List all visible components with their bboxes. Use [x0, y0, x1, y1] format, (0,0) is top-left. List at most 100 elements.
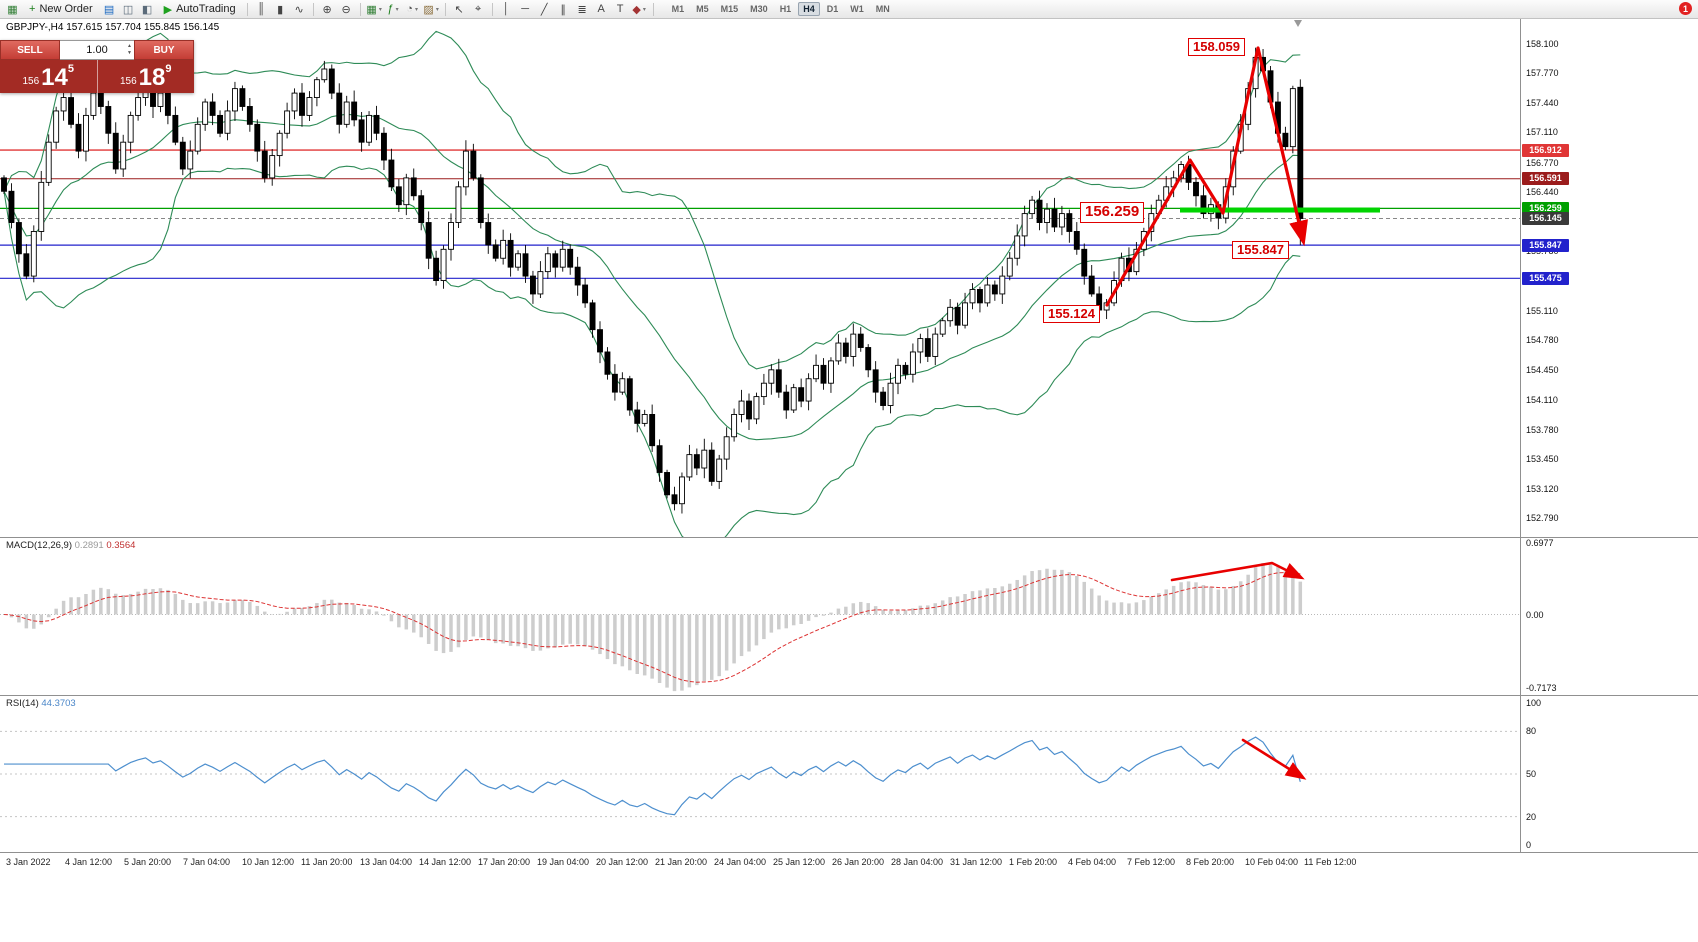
rsi-value: 44.3703 [41, 698, 76, 709]
price-tick: 155.110 [1526, 305, 1558, 316]
price-chart-canvas[interactable] [0, 18, 1520, 537]
candles-mode-icon[interactable]: ▮ [277, 3, 284, 16]
timeframe-m30-button[interactable]: M30 [745, 2, 773, 16]
volume-up-icon[interactable]: ▲ [127, 43, 132, 49]
macd-chart-canvas[interactable] [0, 537, 1520, 695]
chevron-down-icon: ▾ [378, 6, 382, 13]
rsi-pane-separator[interactable] [0, 695, 1698, 696]
cursor-icon[interactable]: ↖ [454, 3, 464, 16]
line-mode-icon[interactable]: ∿ [294, 3, 304, 16]
sell-price[interactable]: 156 14 5 [0, 60, 97, 93]
timeframe-m15-button[interactable]: M15 [716, 2, 744, 16]
timeframe-h1-button[interactable]: H1 [775, 2, 797, 16]
new-order-button[interactable]: + New Order [22, 1, 100, 17]
crosshair-icon[interactable]: ⌖ [475, 2, 482, 15]
rsi-axis-value: 0 [1526, 840, 1532, 850]
volume-field[interactable]: 1.00 ▲ ▼ [60, 40, 134, 60]
timeframe-m1-button[interactable]: M1 [667, 2, 690, 16]
price-tick: 157.770 [1526, 68, 1559, 79]
plus-icon: + [29, 3, 36, 15]
autotrading-button-label: AutoTrading [176, 3, 236, 15]
bollinger-middle-band [3, 113, 1301, 441]
new-chart-icon[interactable]: ▦ [7, 3, 18, 16]
label-icon[interactable]: T [616, 3, 624, 15]
price-tick: 156.440 [1526, 187, 1559, 198]
trendline-icon[interactable]: ╱ [540, 3, 548, 16]
channel-icon[interactable]: ∥ [560, 3, 566, 16]
support-zone-line[interactable] [1180, 207, 1380, 213]
sell-price-main: 14 [41, 64, 68, 91]
timeframe-h4-button[interactable]: H4 [798, 2, 820, 16]
market-watch-icon[interactable]: ◫ [122, 3, 134, 16]
price-annotation[interactable]: 156.259 [1080, 202, 1145, 223]
navigator-icon[interactable]: ◧ [141, 3, 153, 16]
toolbar-separator [652, 2, 654, 16]
price-annotation[interactable]: 155.124 [1043, 305, 1100, 324]
chart-shift-marker[interactable] [1294, 20, 1302, 27]
timeframe-toolbar: M1 M5 M15 M30 H1 H4 D1 W1 MN [666, 2, 896, 16]
profiles-icon[interactable]: ▤ [103, 3, 115, 16]
new-order-button-label: New Order [39, 3, 93, 15]
price-level-badge: 155.475 [1522, 271, 1569, 285]
templates-icon[interactable]: ▨ ▾ [423, 3, 439, 16]
time-label: 8 Feb 20:00 [1186, 857, 1235, 867]
time-label: 7 Feb 12:00 [1127, 857, 1176, 867]
macd-name: MACD(12,26,9) [6, 540, 72, 551]
price-axis-separator [1520, 18, 1521, 852]
macd-trend-arrow[interactable] [1170, 561, 1305, 582]
timeframe-mn-button[interactable]: MN [871, 2, 895, 16]
price-annotation[interactable]: 155.847 [1232, 241, 1289, 260]
indicators-icon[interactable]: ƒ ▾ [387, 3, 399, 15]
macd-value-2: 0.3564 [106, 540, 136, 551]
buy-button[interactable]: BUY [134, 40, 194, 60]
time-label: 5 Jan 20:00 [124, 857, 172, 867]
play-icon: ▶ [163, 3, 173, 16]
rsi-chart-canvas[interactable] [0, 695, 1520, 852]
autotrading-button[interactable]: ▶ AutoTrading [157, 1, 243, 17]
time-label: 19 Jan 04:00 [537, 857, 590, 867]
sell-price-sup: 5 [67, 63, 74, 75]
price-annotation[interactable]: 158.059 [1188, 38, 1245, 57]
bars-mode-icon[interactable]: ║ [257, 3, 266, 15]
notification-badge[interactable]: 1 [1679, 2, 1692, 15]
zoom-in-icon[interactable]: ⊕ [322, 3, 332, 16]
timeframe-w1-button[interactable]: W1 [845, 2, 869, 16]
chevron-down-icon: ▾ [642, 6, 646, 13]
tile-windows-icon[interactable]: ▦ ▾ [366, 3, 382, 16]
toolbar-separator [444, 2, 446, 16]
macd-axis-value: -0.7173 [1526, 683, 1557, 694]
text-icon[interactable]: A [597, 3, 605, 15]
periods-icon[interactable]: ◔ ▾ [406, 3, 418, 15]
volume-value[interactable]: 1.00 [86, 44, 108, 56]
rsi-line [4, 736, 1301, 816]
time-label: 31 Jan 12:00 [950, 857, 1003, 867]
rsi-trend-arrow[interactable] [1241, 738, 1307, 780]
volume-stepper[interactable]: ▲ ▼ [127, 43, 132, 57]
price-tick: 158.100 [1526, 39, 1559, 49]
sell-button[interactable]: SELL [0, 40, 60, 60]
horizontal-line-icon[interactable]: ─ [521, 3, 530, 15]
zoom-out-icon[interactable]: ⊖ [341, 3, 351, 16]
chevron-down-icon: ▾ [395, 6, 399, 13]
price-axis: 158.100 157.770 157.440 157.110 156.770 156.4… [1521, 18, 1698, 874]
buy-price[interactable]: 156 18 9 [96, 60, 195, 93]
macd-pane-separator[interactable] [0, 537, 1698, 538]
trend-arrow[interactable] [1105, 46, 1308, 307]
macd-axis-value: 0.00 [1526, 609, 1544, 620]
rsi-axis-value: 50 [1526, 769, 1537, 779]
fibonacci-icon[interactable]: ≣ [577, 3, 587, 16]
buy-price-sup: 9 [165, 63, 172, 75]
time-label: 24 Jan 04:00 [714, 857, 767, 867]
timeframe-d1-button[interactable]: D1 [822, 2, 844, 16]
price-tick: 157.440 [1526, 97, 1559, 108]
time-label: 10 Jan 12:00 [242, 857, 295, 867]
current-price-badge: 156.145 [1522, 212, 1569, 225]
price-level-badge: 156.591 [1522, 172, 1569, 186]
price-tick: 154.780 [1526, 335, 1559, 346]
vertical-line-icon[interactable]: │ [502, 3, 510, 15]
time-label: 14 Jan 12:00 [419, 857, 472, 867]
timeframe-m5-button[interactable]: M5 [691, 2, 714, 16]
volume-down-icon[interactable]: ▼ [127, 50, 132, 56]
arrows-icon[interactable]: ◆ ▾ [632, 3, 646, 16]
